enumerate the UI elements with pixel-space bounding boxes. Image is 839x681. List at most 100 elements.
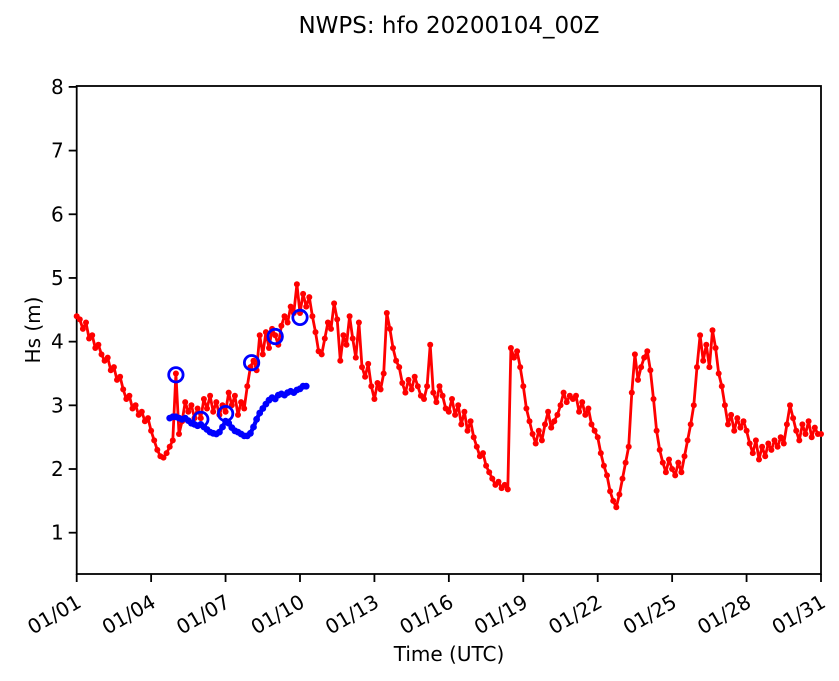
observed-point-marker (160, 454, 167, 461)
observed-point-marker (607, 488, 614, 495)
observed-point-marker (188, 402, 195, 409)
x-tick-label: 01/19 (470, 590, 532, 640)
observed-point-marker (207, 392, 214, 399)
observed-point-marker (309, 313, 316, 320)
observed-point-marker (126, 392, 133, 399)
observed-point-marker (480, 450, 486, 457)
observed-point-marker (331, 300, 338, 307)
observed-point-marker (318, 351, 325, 358)
observed-point-marker (439, 392, 446, 399)
observed-point-marker (787, 402, 793, 409)
observed-point-marker (408, 386, 415, 393)
observed-point-marker (154, 446, 161, 453)
observed-point-marker (728, 411, 735, 418)
observed-point-marker (656, 446, 663, 453)
observed-point-marker (548, 424, 555, 431)
observed-point-marker (501, 481, 508, 488)
observed-point-marker (635, 376, 641, 383)
observed-point-marker (306, 294, 313, 301)
y-tick-label: 6 (51, 202, 64, 226)
observed-point-marker (464, 427, 471, 434)
observed-point-marker (703, 341, 710, 348)
observed-point-marker (517, 364, 524, 371)
observed-point-marker (588, 421, 595, 428)
observed-point-marker (489, 475, 496, 482)
observed-point-marker (694, 364, 700, 371)
observed-point-marker (542, 421, 548, 428)
forecast-point-marker (250, 423, 257, 431)
observed-point-marker (194, 405, 201, 412)
observed-point-marker (352, 354, 359, 361)
x-axis-label: Time (UTC) (393, 642, 505, 666)
observed-point-marker (514, 348, 521, 355)
observed-point-marker (79, 325, 86, 332)
forecast-point-marker (253, 415, 260, 423)
observed-point-marker (576, 408, 583, 415)
observed-point-marker (672, 472, 679, 479)
observed-point-marker (625, 443, 632, 450)
observed-point-marker (641, 354, 648, 361)
y-tick-label: 1 (51, 521, 64, 545)
x-tick-label: 01/28 (693, 590, 755, 640)
observed-point-marker (653, 427, 660, 434)
observed-point-marker (411, 373, 418, 380)
observed-point-marker (452, 411, 459, 418)
observed-point-marker (647, 367, 654, 374)
y-tick-label: 3 (51, 393, 64, 417)
observed-point-marker (427, 341, 434, 348)
observed-point-marker (120, 386, 127, 393)
observed-point-marker (312, 329, 319, 336)
observed-point-marker (266, 345, 272, 351)
observed-point-marker (594, 434, 601, 441)
observed-point-marker (132, 402, 139, 409)
observed-point-marker (402, 389, 409, 396)
observed-point-marker (529, 431, 536, 437)
observed-point-marker (669, 466, 676, 472)
daily-open-circle-marker (266, 327, 284, 346)
observed-point-marker (241, 405, 248, 412)
observed-point-marker (799, 421, 806, 428)
observed-point-marker (650, 396, 657, 402)
observed-point-marker (811, 424, 818, 431)
observed-point-marker (98, 351, 105, 358)
observed-point-marker (731, 427, 738, 434)
observed-point-marker (145, 415, 151, 422)
observed-point-marker (725, 421, 731, 428)
observed-point-marker (169, 437, 176, 444)
observed-point-marker (371, 396, 378, 402)
observed-point-marker (76, 316, 83, 323)
observed-point-marker (89, 332, 96, 339)
observed-point-marker (458, 421, 465, 428)
y-tick-label: 4 (51, 330, 64, 354)
observed-point-marker (250, 357, 257, 364)
observed-point-marker (204, 405, 210, 412)
observed-point-marker (504, 486, 511, 493)
observed-point-marker (709, 327, 716, 334)
observed-point-marker (346, 313, 353, 320)
observed-point-marker (774, 443, 781, 450)
observed-point-marker (557, 402, 564, 409)
observed-point-marker (244, 383, 251, 390)
observed-point-marker (563, 399, 570, 406)
observed-point-marker (759, 443, 766, 450)
observed-point-marker (597, 450, 604, 457)
observed-point-marker (604, 472, 610, 479)
observed-point-marker (511, 354, 517, 361)
observed-point-marker (148, 427, 155, 434)
observed-point-marker (756, 456, 762, 463)
observed-point-marker (560, 389, 567, 396)
observed-point-marker (721, 402, 728, 409)
x-tick-label: 01/01 (23, 590, 85, 640)
observed-point-marker (678, 469, 685, 476)
observed-point-marker (343, 341, 350, 348)
observed-point-marker (740, 418, 747, 425)
observed-point-marker (337, 357, 344, 364)
observed-point-marker (659, 459, 666, 466)
observed-point-marker (374, 380, 381, 386)
observed-point-marker (172, 370, 179, 377)
observed-point-marker (644, 348, 651, 355)
plot-area: 1 2 3 4 5 6 7 8 01/01 01/04 01/07 01/10 01/13 01/16 01… (23, 75, 829, 639)
observed-point-marker (582, 411, 589, 418)
observed-point-marker (176, 431, 182, 437)
observed-point-marker (386, 325, 393, 332)
